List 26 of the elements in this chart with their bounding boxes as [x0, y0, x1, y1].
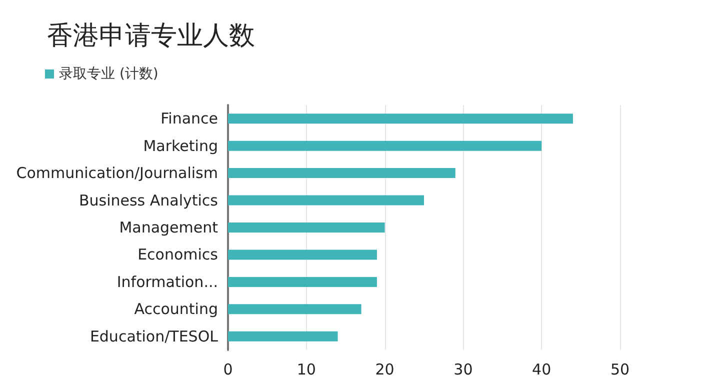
y-tick-label: Management	[119, 218, 218, 236]
bar	[228, 114, 573, 124]
bar	[228, 331, 338, 342]
y-tick-label: Finance	[160, 110, 218, 128]
bar	[228, 304, 362, 314]
bar	[228, 140, 542, 151]
bar	[228, 250, 377, 260]
bar	[228, 222, 385, 232]
x-tick-label: 10	[296, 360, 316, 378]
chart-title: 香港申请专业人数	[47, 21, 255, 51]
x-tick-label: 0	[223, 360, 233, 378]
x-tick-label: 30	[454, 360, 473, 378]
bar	[228, 168, 456, 178]
x-tick-label: 50	[610, 360, 630, 378]
bar	[228, 195, 424, 206]
y-tick-label: Economics	[138, 246, 218, 264]
y-tick-label: Education/TESOL	[90, 327, 219, 346]
y-tick-label: Information...	[116, 272, 218, 291]
y-tick-label: Communication/Journalism	[16, 164, 218, 182]
x-tick-label: 20	[375, 360, 394, 378]
bar	[228, 276, 377, 287]
y-tick-label: Accounting	[134, 300, 218, 318]
y-tick-label: Business Analytics	[78, 191, 218, 210]
legend-label: 录取专业 (计数)	[59, 66, 158, 82]
x-tick-label: 40	[532, 360, 552, 378]
y-tick-label: Marketing	[143, 136, 218, 155]
